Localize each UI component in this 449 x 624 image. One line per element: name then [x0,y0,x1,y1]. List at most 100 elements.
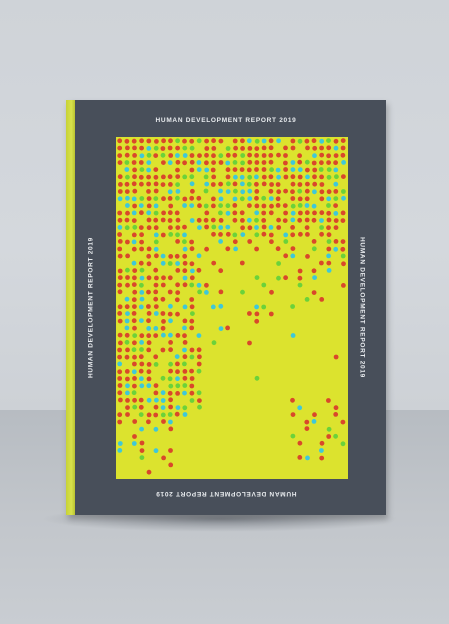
artwork-dot [240,182,245,187]
artwork-dot [312,218,317,223]
artwork-dot [269,196,274,201]
artwork-dot [312,189,317,194]
artwork-dot [125,240,130,245]
artwork-dot [211,261,216,266]
artwork-dot [218,203,223,208]
artwork-dot [190,168,195,173]
artwork-dot [147,261,152,266]
artwork-dot [117,232,122,237]
artwork-dot [262,146,267,151]
artwork-dot [139,398,144,403]
artwork-dot [212,340,217,345]
artwork-dot [254,319,259,324]
artwork-dot [283,218,288,223]
artwork-dot [226,189,231,194]
artwork-dot [319,448,324,453]
artwork-dot [319,196,324,201]
artwork-dot [125,189,130,194]
artwork-dot [147,340,152,345]
artwork-dot [147,247,152,252]
artwork-dot [132,197,137,202]
artwork-dot [305,168,310,173]
artwork-dot [154,391,159,396]
artwork-dot [154,247,159,252]
artwork-dot [117,448,122,453]
artwork-dot [139,175,144,180]
artwork-dot [298,276,303,281]
artwork-dot [125,340,130,345]
artwork-dot [341,160,346,165]
artwork-dot [312,246,317,251]
artwork-dot [168,232,173,237]
artwork-dot [298,441,303,446]
artwork-dot [297,218,302,223]
artwork-dot [254,175,259,180]
artwork-dot [153,218,158,223]
artwork-dot [283,189,288,194]
artwork-dot [161,398,166,403]
artwork-dot [204,211,209,216]
artwork-dot [204,175,209,180]
artwork-dot [247,239,252,244]
artwork-dot [189,174,194,179]
artwork-dot [190,355,195,360]
artwork-dot [154,253,159,258]
artwork-dot [197,405,202,410]
artwork-dot [305,139,310,144]
artwork-dot [283,233,288,238]
artwork-dot [298,203,303,208]
artwork-dot [305,254,310,259]
artwork-dot [276,261,281,266]
artwork-dot [132,297,137,302]
artwork-dot [218,189,223,194]
artwork-dot [125,225,130,230]
artwork-dot [189,283,194,288]
artwork-dot [333,182,338,187]
artwork-dot [218,153,223,158]
artwork-dot [125,391,130,396]
artwork-dot [118,218,123,223]
artwork-dot [117,369,122,374]
artwork-dot [139,138,144,143]
artwork-dot [140,448,145,453]
artwork-dot [218,182,223,187]
artwork-dot [298,283,303,288]
artwork-dot [132,168,137,173]
artwork-dot [118,304,123,309]
artwork-dot [341,254,346,259]
artwork-dot [312,419,317,424]
artwork-dot [240,146,245,151]
artwork-dot [333,189,338,194]
artwork-dot [190,146,195,151]
artwork-dot [147,275,152,280]
artwork-dot [168,210,173,215]
artwork-dot [204,146,209,151]
artwork-dot [269,160,274,165]
artwork-dot [218,268,223,273]
artwork-dot [290,398,295,403]
artwork-dot [175,297,180,302]
artwork-dot [327,239,332,244]
dot-pattern-artwork [116,137,348,479]
artwork-dot [233,139,238,144]
artwork-dot [240,232,245,237]
artwork-dot [326,196,331,201]
artwork-dot [204,189,209,194]
book-cover: HUMAN DEVELOPMENT REPORT 2019 HUMAN DEVE… [66,100,386,515]
artwork-dot [161,311,166,316]
artwork-dot [168,304,173,309]
artwork-dot [312,290,317,295]
artwork-dot [211,153,216,158]
artwork-dot [305,218,310,223]
artwork-dot [161,146,166,151]
artwork-dot [161,138,166,143]
artwork-dot [326,145,331,150]
artwork-dot [197,362,202,367]
artwork-dot [125,196,130,201]
artwork-dot [269,174,274,179]
artwork-dot [333,168,338,173]
artwork-dot [189,326,194,331]
artwork-dot [175,146,180,151]
artwork-dot [154,311,159,316]
artwork-dot [254,153,259,158]
